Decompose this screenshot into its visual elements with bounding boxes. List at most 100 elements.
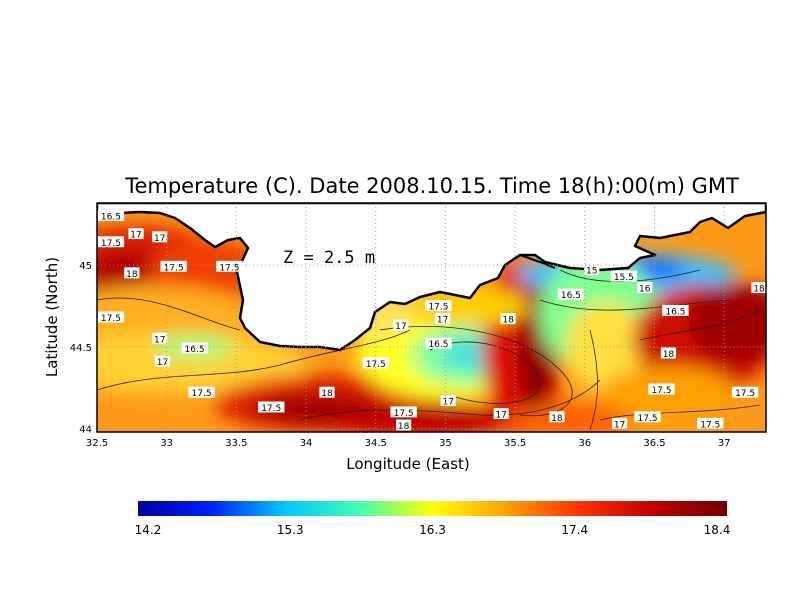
x-tick-label: 34.5 [365,438,387,449]
contour-label: 17.5 [258,401,285,414]
svg-text:15.5: 15.5 [614,273,634,283]
contour-label: 17.5 [634,411,661,424]
kerch-spit [519,254,626,271]
svg-text:16.5: 16.5 [185,345,205,355]
svg-text:17.5: 17.5 [700,420,720,430]
svg-text:17.5: 17.5 [735,389,755,399]
svg-text:17: 17 [495,411,506,421]
svg-text:17: 17 [614,420,625,430]
x-tick-label: 34 [300,438,313,449]
svg-text:17: 17 [395,322,406,332]
colorbar-tick-label: 17.4 [561,523,588,537]
svg-text:17.5: 17.5 [651,386,671,396]
contour-label: 17 [612,417,628,430]
contour-label: 18 [319,386,335,399]
land-mask [97,203,766,352]
svg-text:16: 16 [639,285,651,295]
svg-text:17.5: 17.5 [394,409,414,419]
svg-text:17.5: 17.5 [101,314,121,324]
contour-label: 16.5 [181,342,208,355]
svg-text:18: 18 [753,285,765,295]
svg-text:17.5: 17.5 [192,389,212,399]
contour-label: 18 [751,282,766,295]
contour-label: 17.5 [697,417,724,430]
colorbar: 14.2 15.3 16.3 17.4 18.4 [135,501,731,537]
contour-label: 16 [637,282,653,295]
x-tick-label: 33.5 [225,438,247,449]
svg-text:16.5: 16.5 [101,213,121,223]
svg-text:18: 18 [321,389,333,399]
colorbar-tick-label: 18.4 [704,523,731,537]
contour-label: 17.5 [97,236,125,249]
x-tick-label: 36.5 [643,438,665,449]
svg-text:18: 18 [126,270,138,280]
contour-label: 17.5 [188,386,215,399]
svg-text:18: 18 [502,316,514,326]
y-axis-label: Latitude (North) [43,257,61,377]
svg-text:17.5: 17.5 [428,303,448,313]
chart-title: Temperature (C). Date 2008.10.15. Time 1… [124,174,739,198]
svg-text:18: 18 [663,350,675,360]
contour-label: 16.5 [662,304,689,317]
x-axis-ticks: 32.5 33 33.5 34 34.5 35 35.5 36 36.5 37 [86,438,731,449]
svg-text:18: 18 [551,414,563,424]
y-tick-label: 45 [79,261,92,272]
contour-label: 17 [493,408,509,421]
svg-text:16.5: 16.5 [428,340,448,350]
x-tick-label: 33 [160,438,173,449]
contour-label: 18 [500,313,516,326]
svg-text:17.5: 17.5 [164,263,184,273]
y-axis-ticks: 44 44.5 45 [70,261,92,436]
depth-annotation: Z = 2.5 m [283,248,375,268]
contour-label: 17 [435,313,451,326]
contour-label: 18 [549,411,565,424]
x-axis-label: Longitude (East) [346,455,469,473]
x-tick-label: 35 [439,438,452,449]
contour-label: 18 [124,267,140,280]
svg-text:17: 17 [437,316,448,326]
contour-label: 17 [393,319,409,332]
y-tick-label: 44 [79,425,92,436]
contour-label: 16.5 [97,210,125,223]
svg-text:17.5: 17.5 [101,239,121,249]
contour-label: 17 [152,332,168,345]
svg-text:18: 18 [398,422,410,432]
svg-text:17: 17 [154,234,165,244]
svg-text:17.5: 17.5 [366,360,386,370]
contour-label: 17.5 [362,357,389,370]
colorbar-tick-label: 15.3 [277,523,304,537]
contour-labels: 16.5 17 17 17.5 18 17.5 17.5 17.5 17 16.5 17 17.5 17… [97,210,766,432]
x-tick-label: 37 [718,438,731,449]
contour-label: 17.5 [390,406,417,419]
contour-label: 17.5 [160,260,187,273]
contour-label: 17.5 [648,383,675,396]
svg-text:17: 17 [442,397,453,407]
contour-label: 17.5 [425,300,452,313]
contour-label: 17.5 [731,386,759,399]
svg-text:17.5: 17.5 [261,404,281,414]
contour-label: 17 [154,355,171,368]
contour-label: 18 [396,419,412,432]
colorbar-tick-label: 14.2 [135,523,162,537]
plot-frame [96,202,767,433]
svg-text:17: 17 [130,231,141,241]
contour-label: 17 [440,394,456,407]
svg-text:16.5: 16.5 [561,291,581,301]
svg-text:17.5: 17.5 [638,414,658,424]
contour-label: 18 [660,347,677,360]
plot-area: 16.5 17 17 17.5 18 17.5 17.5 17.5 17 16.5 17 17.5 17… [97,203,766,432]
contour-label: 17.5 [97,311,125,324]
svg-text:17.5: 17.5 [219,263,239,273]
x-tick-label: 36 [578,438,591,449]
svg-text:17: 17 [157,358,168,368]
svg-text:15: 15 [586,267,597,277]
x-tick-label: 35.5 [504,438,526,449]
colorbar-tick-label: 16.3 [419,523,446,537]
colorbar-gradient [138,501,727,516]
contour-label: 16.5 [425,337,452,350]
contour-label: 17.5 [216,260,243,273]
contour-label: 15.5 [610,270,638,283]
contour-label: 16.5 [557,288,585,301]
svg-text:16.5: 16.5 [665,307,685,317]
